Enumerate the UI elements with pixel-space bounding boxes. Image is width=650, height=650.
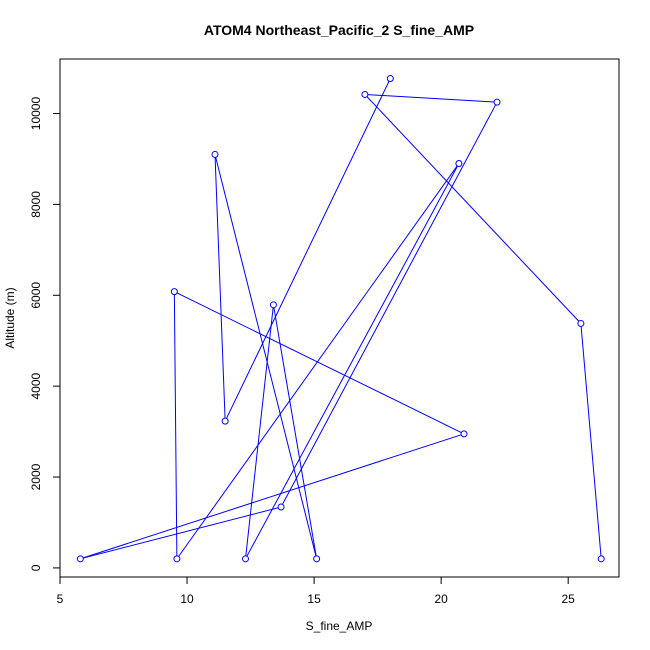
y-tick-label: 8000 <box>29 191 43 218</box>
data-point <box>455 160 463 168</box>
data-point <box>313 555 321 563</box>
x-tick-label: 15 <box>307 592 321 606</box>
x-axis-label: S_fine_AMP <box>306 619 373 633</box>
data-point <box>361 90 369 98</box>
data-point <box>493 98 501 106</box>
series-line-segment <box>83 507 279 559</box>
data-point <box>460 430 468 438</box>
series-line-segment <box>178 165 458 557</box>
series-line-segment <box>176 292 462 433</box>
y-tick-label: 2000 <box>29 463 43 490</box>
series-line-segment <box>245 307 274 556</box>
series-line-segment <box>580 326 602 556</box>
data-point <box>597 555 605 563</box>
y-tick-label: 6000 <box>29 282 43 309</box>
x-tick-label: 20 <box>434 592 448 606</box>
data-point <box>269 301 277 309</box>
series-line-segment <box>367 94 495 103</box>
data-point <box>170 288 178 296</box>
y-tick-label: 10000 <box>29 97 43 131</box>
data-point <box>173 555 181 563</box>
x-tick-label: 5 <box>57 592 64 606</box>
series-line-segment <box>83 434 462 559</box>
data-point <box>241 555 249 563</box>
y-axis: 0 2000 4000 6000 8000 10000 <box>29 97 60 571</box>
series-line-segment <box>215 157 317 557</box>
data-point <box>76 555 84 563</box>
x-tick-label: 10 <box>180 592 194 606</box>
series-layer <box>76 75 605 563</box>
series-line-segment <box>214 157 226 419</box>
series-line-segment <box>246 165 458 557</box>
x-tick-label: 25 <box>562 592 576 606</box>
series-line-segment <box>173 294 178 556</box>
data-point <box>221 417 229 425</box>
series-line-segment <box>273 307 317 556</box>
x-axis: 5 10 15 20 25 <box>57 577 576 606</box>
data-point <box>386 75 394 83</box>
data-point <box>277 503 285 511</box>
data-point <box>211 150 219 158</box>
series-line-segment <box>282 104 497 505</box>
chart-title: ATOM4 Northeast_Pacific_2 S_fine_AMP <box>204 22 474 38</box>
series-line-segment <box>226 81 390 419</box>
data-point <box>577 319 585 327</box>
plot-frame <box>59 58 620 578</box>
y-tick-label: 4000 <box>29 372 43 399</box>
y-tick-label: 0 <box>29 564 43 571</box>
y-axis-label: Altitude (m) <box>3 287 17 348</box>
series-line-segment <box>366 96 580 322</box>
